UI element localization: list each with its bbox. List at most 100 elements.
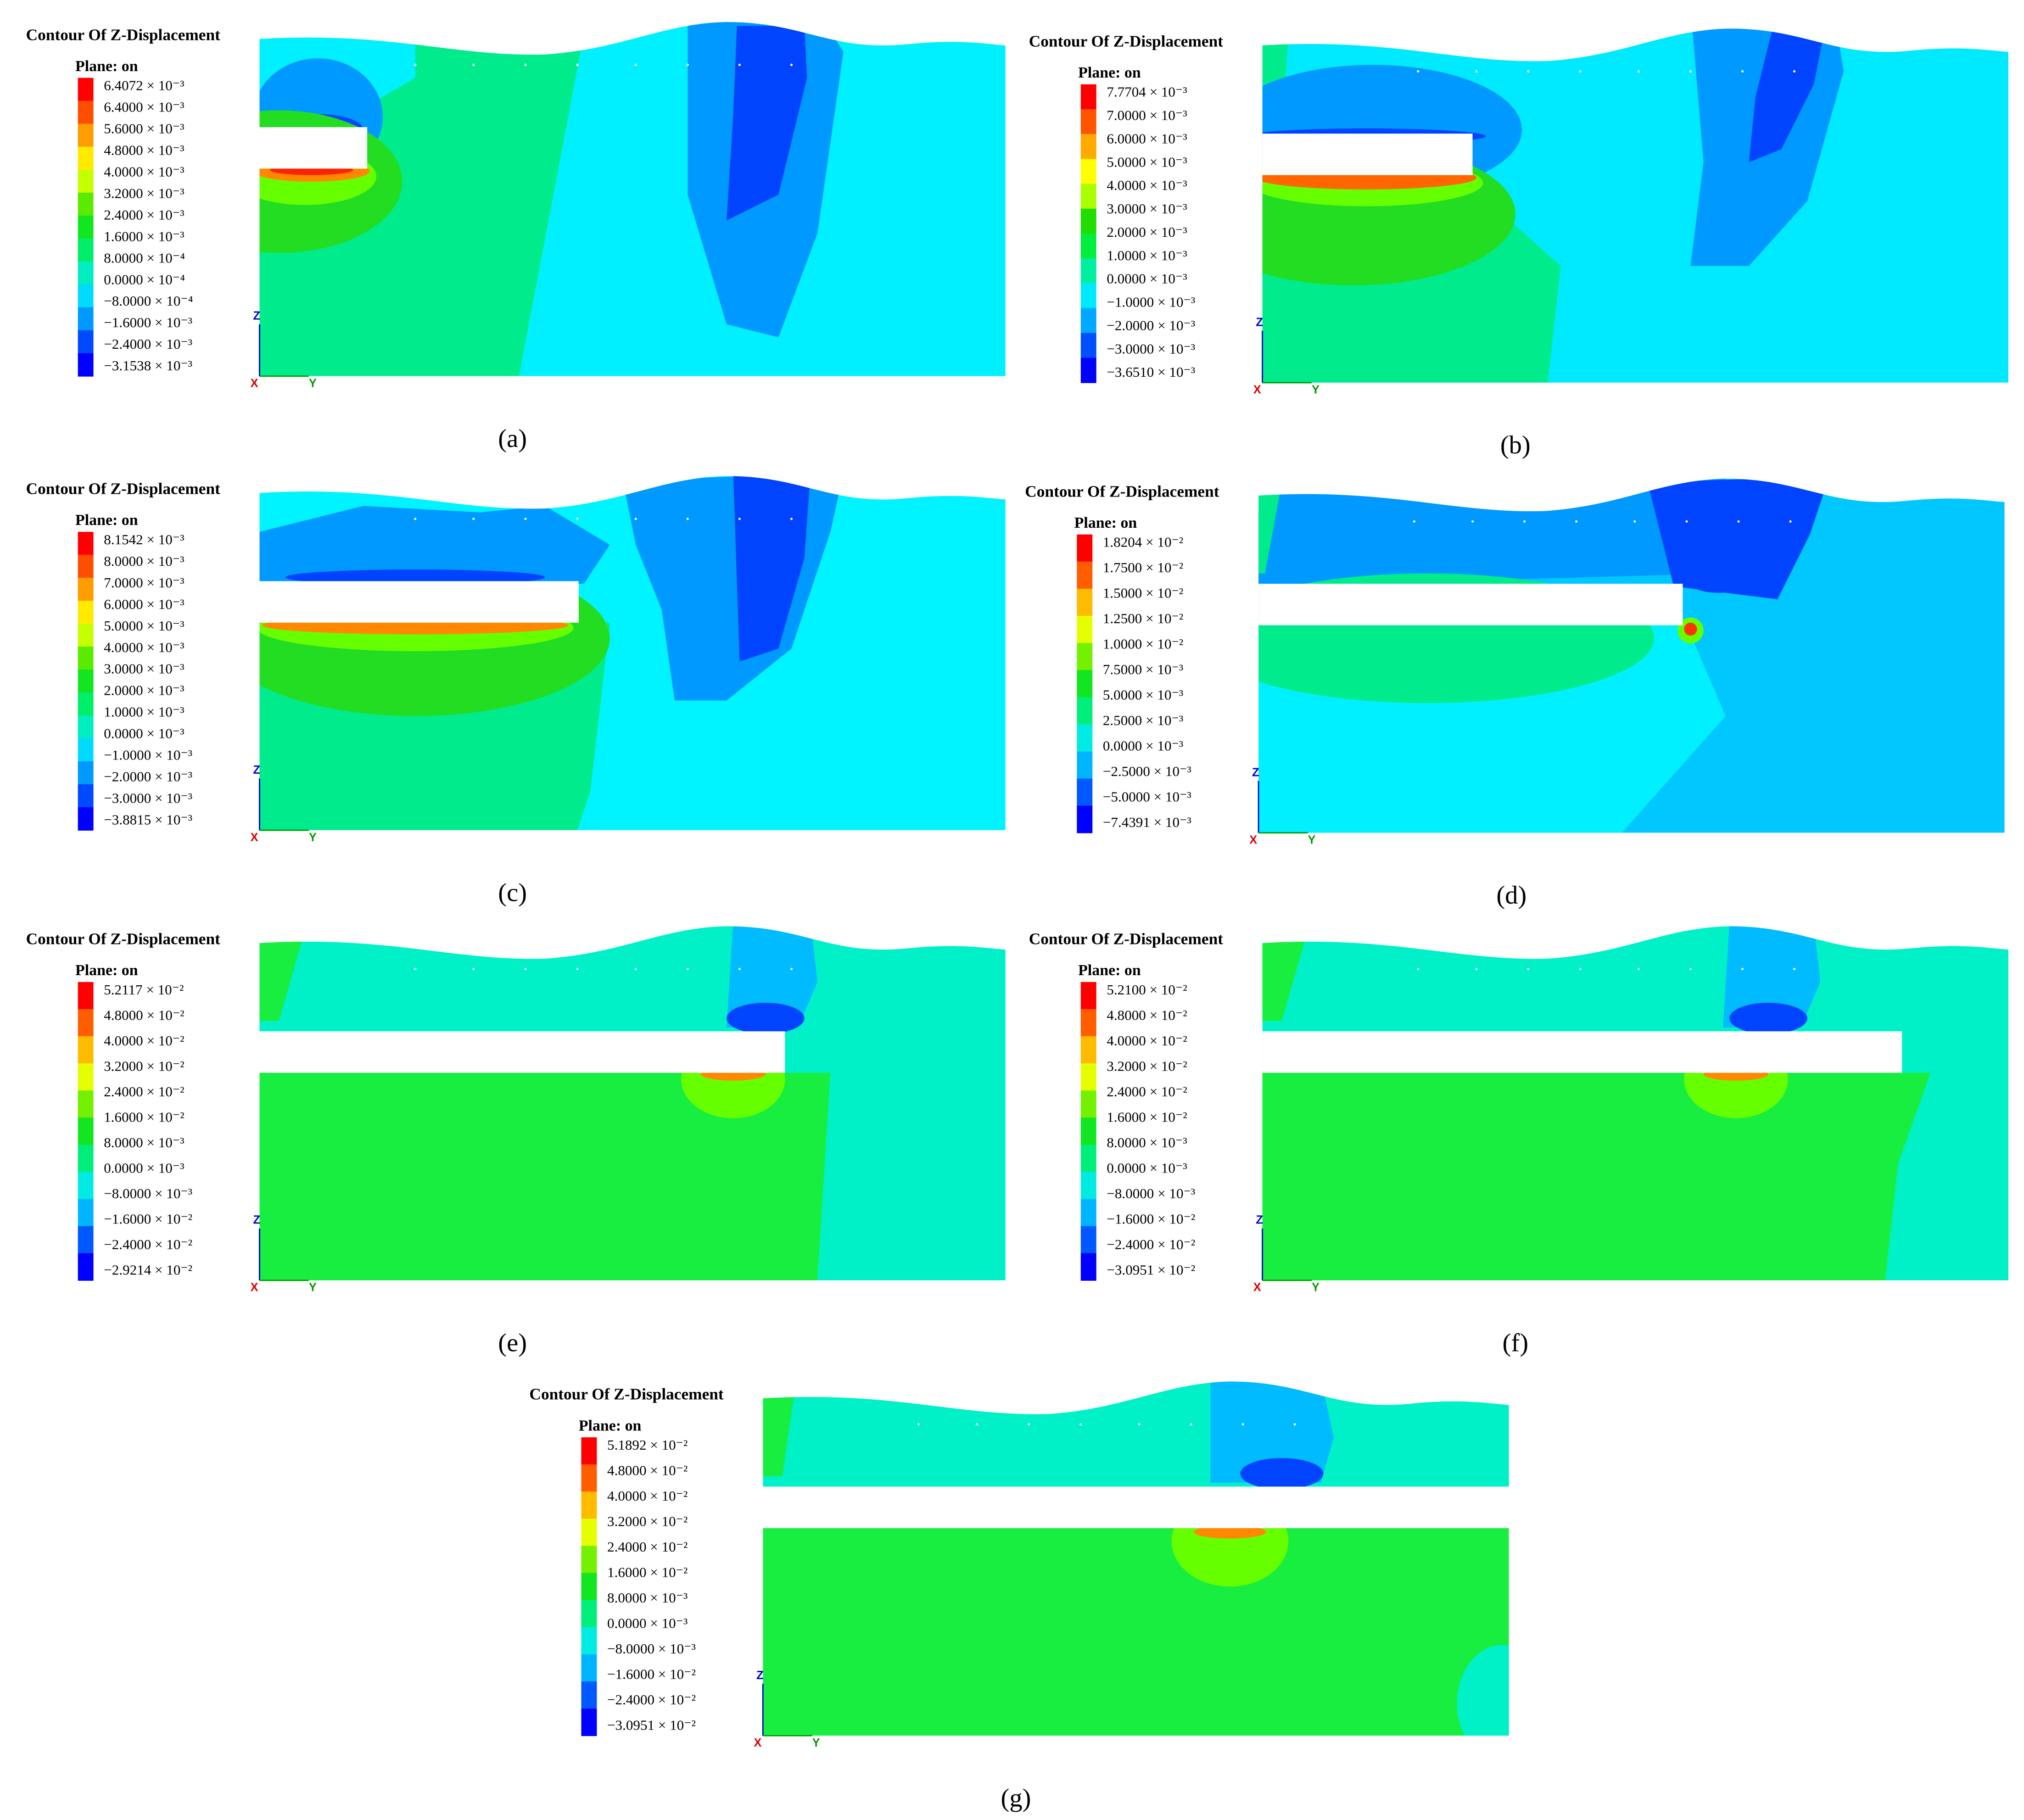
legend-label: 4.8000 × 10⁻³	[104, 142, 184, 158]
legend-label: 0.0000 × 10⁻³	[1107, 1160, 1187, 1176]
legend-band	[1077, 534, 1093, 562]
contour-plot	[259, 926, 1006, 1281]
title: Contour Of Z-Displacement	[529, 1385, 724, 1403]
monitor-point	[472, 968, 475, 971]
monitor-point	[686, 968, 689, 971]
monitor-point	[1741, 968, 1744, 971]
legend-label: 1.5000 × 10⁻²	[1103, 585, 1183, 601]
monitor-point	[738, 518, 741, 520]
legend-band	[581, 1491, 597, 1519]
legend-band	[78, 982, 94, 1010]
monitor-point	[414, 518, 417, 520]
legend-label: 3.2000 × 10⁻³	[104, 185, 184, 201]
legend-label: −8.0000 × 10⁻³	[1107, 1185, 1195, 1201]
legend-band	[1077, 670, 1093, 698]
legend-label: 3.0000 × 10⁻³	[1107, 201, 1187, 217]
monitor-point	[1579, 70, 1582, 73]
legend-band	[78, 738, 94, 762]
legend-band	[1080, 1117, 1096, 1145]
tunnel	[1262, 1031, 1902, 1073]
caption: (a)	[498, 424, 527, 453]
legend-label: 1.2500 × 10⁻²	[1103, 610, 1183, 626]
legend-label: 0.0000 × 10⁻³	[1107, 271, 1187, 287]
legend-band	[78, 715, 94, 739]
monitor-point	[414, 968, 417, 971]
contour-region	[763, 1528, 1509, 1736]
monitor-point	[634, 63, 637, 66]
contour-plot	[1258, 479, 2005, 833]
legend-band	[581, 1546, 597, 1574]
monitor-point	[472, 63, 475, 66]
legend-band	[78, 807, 94, 831]
legend-label: 4.0000 × 10⁻³	[104, 639, 184, 655]
axis-z-label: Z	[253, 1214, 260, 1227]
legend-label: 1.0000 × 10⁻³	[104, 704, 184, 720]
monitor-point	[1527, 70, 1530, 73]
monitor-point	[524, 63, 527, 66]
monitor-point	[1789, 520, 1792, 523]
legend-label: 4.0000 × 10⁻³	[104, 163, 184, 179]
legend-label: 3.2000 × 10⁻²	[104, 1058, 184, 1074]
legend-label: 4.8000 × 10⁻²	[607, 1463, 688, 1479]
legend-band	[1077, 588, 1093, 616]
axis-y-label: Y	[1308, 833, 1316, 846]
title: Contour Of Z-Displacement	[26, 26, 221, 44]
contour-region	[1749, 28, 1827, 162]
legend-band	[78, 1009, 94, 1037]
monitor-point	[1689, 968, 1692, 971]
monitor-point	[1413, 520, 1415, 523]
legend-label: −3.1538 × 10⁻³	[104, 357, 192, 374]
axis-z-label: Z	[1256, 316, 1263, 329]
monitor-point	[1527, 968, 1530, 971]
legend-band	[581, 1654, 597, 1682]
plane-label: Plane: on	[1078, 64, 1141, 81]
legend-band	[78, 123, 94, 147]
legend-label: −3.0951 × 10⁻²	[607, 1717, 696, 1733]
legend-label: 1.7500 × 10⁻²	[1103, 559, 1183, 575]
title: Contour Of Z-Displacement	[26, 930, 221, 948]
legend-label: −1.6000 × 10⁻²	[1107, 1211, 1195, 1227]
monitor-point	[1475, 968, 1478, 971]
panel: Contour Of Z-Displacement Plane: on 7.7704…	[1029, 28, 2008, 459]
contour-region	[1262, 1072, 1931, 1281]
plane-label: Plane: on	[1078, 962, 1141, 979]
contour-region	[259, 930, 305, 1021]
monitor-point	[414, 63, 417, 66]
legend-band	[78, 1172, 94, 1200]
legend-label: 6.0000 × 10⁻³	[104, 596, 184, 612]
legend-band	[78, 1253, 94, 1281]
legend-label: −2.0000 × 10⁻³	[104, 769, 192, 785]
axis-y-label: Y	[309, 831, 317, 844]
legend-label: −3.0000 × 10⁻³	[104, 790, 192, 806]
contour-plot	[1262, 28, 2008, 383]
legend-band	[1080, 1009, 1096, 1037]
legend-band	[78, 238, 94, 262]
legend-band	[78, 307, 94, 331]
legend-label: −2.4000 × 10⁻²	[1107, 1236, 1195, 1252]
monitor-point	[576, 63, 579, 66]
legend-label: 1.6000 × 10⁻²	[607, 1564, 688, 1580]
contour-region	[1258, 482, 1282, 574]
plane-label: Plane: on	[579, 1417, 642, 1434]
legend-band	[581, 1464, 597, 1492]
legend-band	[1080, 258, 1096, 284]
title: Contour Of Z-Displacement	[26, 480, 221, 498]
legend-label: 5.0000 × 10⁻³	[1103, 687, 1183, 703]
contour-region	[259, 1072, 831, 1281]
legend-label: 5.6000 × 10⁻³	[104, 120, 184, 136]
legend-label: 1.6000 × 10⁻²	[104, 1109, 184, 1125]
axis-y-label: Y	[309, 377, 317, 390]
axis-x-label: X	[251, 377, 258, 390]
contour-region	[1193, 1525, 1267, 1539]
legend-label: −3.6510 × 10⁻³	[1107, 364, 1195, 380]
legend-band	[1077, 805, 1093, 833]
tunnel	[259, 127, 368, 169]
legend-band	[1080, 283, 1096, 309]
legend-label: 2.4000 × 10⁻³	[104, 207, 184, 223]
monitor-point	[917, 1423, 920, 1426]
title: Contour Of Z-Displacement	[1029, 930, 1224, 948]
legend-label: −2.4000 × 10⁻³	[104, 336, 192, 352]
monitor-point	[576, 518, 579, 520]
monitor-point	[1241, 1423, 1244, 1426]
legend-band	[1080, 84, 1096, 110]
